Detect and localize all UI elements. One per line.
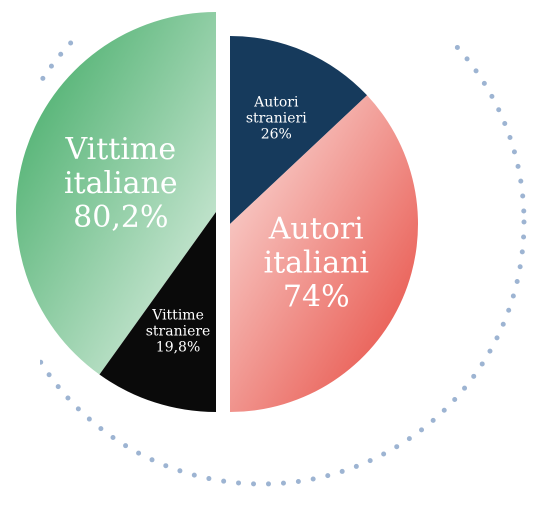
category-label: Vittime italiane <box>64 132 178 201</box>
category-label: Autori stranieri <box>246 95 307 127</box>
category-label: Vittime straniere <box>146 308 211 340</box>
category-label: Autori italiani <box>264 212 370 281</box>
value-label: 19,8% <box>156 340 200 356</box>
pie-slice <box>16 12 216 375</box>
dotted-arc <box>0 0 527 487</box>
value-label: 74% <box>283 280 350 315</box>
pie-slice <box>99 212 216 412</box>
mask <box>0 0 552 40</box>
pie-slice <box>230 95 418 412</box>
pie-slice <box>230 36 368 224</box>
value-label: 26% <box>261 127 292 143</box>
value-label: 80,2% <box>73 200 168 235</box>
